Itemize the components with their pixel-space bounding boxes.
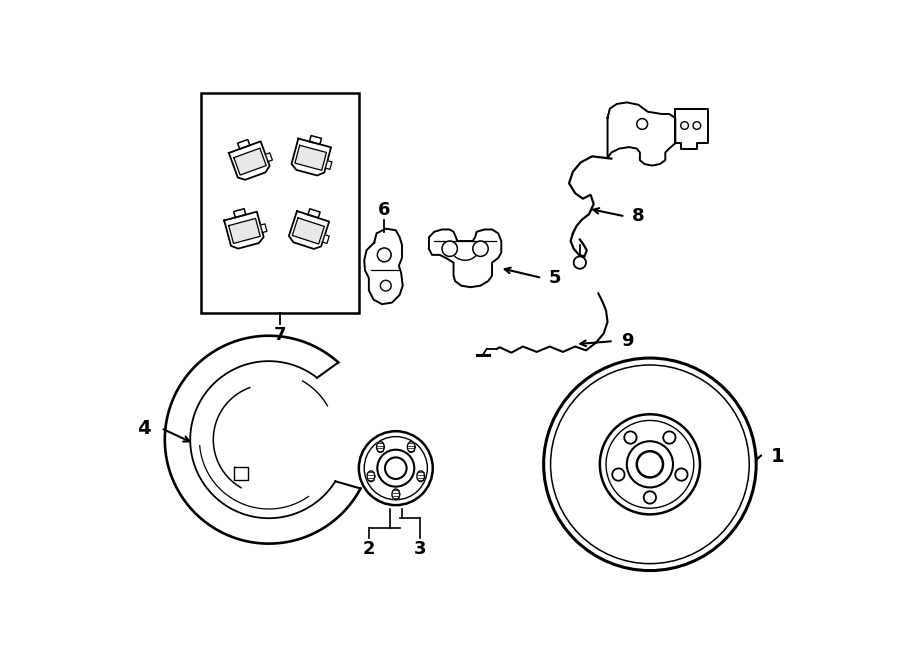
Text: 5: 5 [548, 269, 561, 287]
Polygon shape [289, 211, 329, 249]
Polygon shape [367, 471, 374, 482]
Polygon shape [675, 108, 707, 149]
Text: 3: 3 [414, 540, 427, 558]
Circle shape [663, 432, 676, 444]
Text: 2: 2 [363, 540, 375, 558]
Text: 1: 1 [770, 447, 785, 466]
Polygon shape [326, 161, 332, 169]
Circle shape [573, 256, 586, 269]
Polygon shape [224, 212, 264, 249]
Polygon shape [392, 489, 400, 500]
Polygon shape [260, 224, 267, 233]
Text: 7: 7 [274, 326, 286, 344]
Circle shape [442, 241, 457, 256]
Circle shape [472, 241, 488, 256]
Circle shape [693, 122, 701, 130]
Polygon shape [266, 153, 273, 161]
Polygon shape [310, 136, 321, 144]
Text: 6: 6 [378, 201, 391, 219]
Polygon shape [292, 218, 324, 244]
Bar [201, 93, 359, 313]
Polygon shape [229, 141, 270, 180]
Polygon shape [308, 209, 320, 218]
Polygon shape [608, 102, 675, 165]
Text: 9: 9 [621, 332, 634, 350]
Polygon shape [234, 148, 266, 175]
Circle shape [377, 449, 414, 486]
Circle shape [377, 248, 392, 262]
Circle shape [544, 358, 756, 570]
Text: 4: 4 [138, 418, 151, 438]
Circle shape [625, 432, 636, 444]
Polygon shape [322, 235, 329, 243]
Polygon shape [429, 229, 501, 288]
Circle shape [381, 280, 392, 291]
Text: 8: 8 [632, 208, 644, 225]
Polygon shape [234, 467, 248, 481]
Circle shape [359, 431, 433, 505]
Circle shape [637, 118, 648, 130]
Polygon shape [234, 209, 246, 217]
Polygon shape [229, 218, 260, 243]
Polygon shape [292, 139, 331, 175]
Polygon shape [364, 229, 402, 304]
Polygon shape [295, 145, 327, 171]
Circle shape [644, 491, 656, 504]
Circle shape [612, 469, 625, 481]
Polygon shape [165, 336, 361, 543]
Polygon shape [376, 442, 384, 452]
Circle shape [680, 122, 688, 130]
Polygon shape [417, 471, 425, 482]
Circle shape [675, 469, 688, 481]
Polygon shape [238, 139, 250, 149]
Polygon shape [408, 442, 415, 452]
